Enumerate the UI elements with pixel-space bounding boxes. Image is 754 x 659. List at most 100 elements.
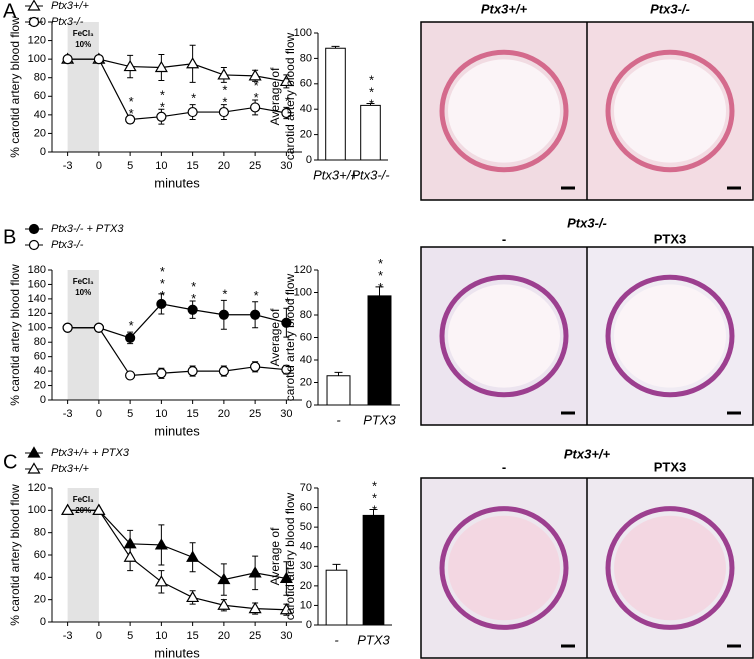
bar [325, 47, 346, 161]
annotation: 10% [75, 288, 91, 297]
vessel-wall [439, 274, 569, 398]
marker [28, 223, 40, 235]
series-line [67, 509, 287, 611]
series-line [67, 303, 287, 339]
vessel-wall [605, 506, 735, 630]
vessel-wall [605, 274, 735, 398]
marker [186, 550, 200, 562]
marker [125, 332, 136, 343]
marker [248, 566, 262, 578]
marker [248, 601, 262, 614]
marker [250, 102, 261, 113]
y-tick-label: 0 [40, 394, 46, 406]
x-tick-label: 10 [155, 408, 167, 420]
significance: * [280, 294, 295, 306]
vessel-wall [439, 506, 569, 630]
y-tick-label: 160 [28, 278, 46, 290]
vessel-wall [605, 49, 735, 173]
y-tick-label: 40 [300, 354, 312, 366]
y-tick-label: 60 [34, 549, 46, 561]
marker [187, 106, 198, 118]
legend-label: Ptx3-/- + PTX3 [51, 223, 124, 235]
error-bar [375, 286, 384, 296]
y-axis-label: % carotid artery blood flow [8, 484, 22, 626]
y-tick-label: 30 [300, 560, 312, 572]
marker [218, 366, 229, 377]
y-tick-label: 60 [34, 90, 46, 102]
x-tick-label: 20 [218, 630, 230, 642]
y-tick-label: 0 [306, 399, 312, 411]
annotation: FeCl₃ [73, 29, 94, 38]
marker [187, 304, 198, 315]
annotation: FeCl₃ [73, 495, 94, 504]
legend-label: Ptx3-/- [51, 16, 84, 28]
marker [217, 598, 231, 610]
y-tick-label: 140 [28, 293, 46, 305]
y-tick-label: 20 [34, 379, 46, 391]
significance: *** [367, 479, 382, 515]
x-tick-label: 5 [127, 408, 133, 420]
y-tick-label: 20 [300, 376, 312, 388]
y-tick-label: 100 [294, 286, 312, 298]
error-bar [332, 563, 341, 571]
marker [279, 74, 293, 87]
y-tick-label: 0 [306, 619, 312, 631]
marker [62, 54, 73, 65]
y-tick-label: 80 [34, 527, 46, 539]
y-axis-label: % carotid artery blood flow [8, 264, 22, 406]
marker [250, 361, 261, 372]
bar [367, 295, 392, 406]
y-tick-label: 40 [34, 571, 46, 583]
marker [279, 571, 293, 584]
marker [93, 54, 104, 65]
legend-label: Ptx3+/+ [51, 463, 89, 475]
vessel-lumen [614, 515, 726, 621]
marker [218, 309, 229, 320]
x-tick-label: -3 [63, 408, 73, 420]
legend-label: Ptx3+/+ [51, 0, 89, 12]
series-line [67, 58, 287, 121]
marker [281, 107, 292, 119]
y-tick-label: 100 [28, 53, 46, 65]
y-tick-label: 60 [300, 501, 312, 513]
significance: ** [155, 87, 170, 111]
marker [186, 57, 200, 69]
y-axis-label: Average of [268, 308, 282, 366]
y-axis-label: carotid artery blood flow [283, 32, 297, 160]
error-bar [334, 371, 343, 376]
x-axis-label: minutes [154, 645, 200, 659]
y-tick-label: 50 [300, 521, 312, 533]
annotation: 10% [75, 40, 91, 49]
x-tick-label: 25 [249, 408, 261, 420]
x-tick-label: - [336, 412, 341, 427]
legend-label: Ptx3-/- [51, 239, 84, 251]
x-tick-label: 0 [96, 408, 102, 420]
marker [154, 60, 168, 73]
marker [28, 16, 40, 28]
marker [156, 111, 167, 122]
x-tick-label: 15 [187, 408, 199, 420]
marker [154, 575, 168, 587]
marker [93, 322, 104, 333]
x-axis-label: minutes [154, 175, 200, 190]
marker [92, 503, 106, 515]
x-tick-label: 25 [249, 160, 261, 172]
y-tick-label: 120 [28, 482, 46, 494]
image-label: - [502, 231, 506, 246]
x-tick-label: 30 [280, 408, 292, 420]
y-tick-label: 100 [28, 322, 46, 334]
marker [217, 572, 231, 585]
image-label: Ptx3+/+ [481, 1, 528, 16]
x-tick-label: 15 [187, 630, 199, 642]
image-label: - [502, 459, 506, 474]
vessel-lumen [448, 59, 560, 163]
series-line [67, 327, 287, 377]
x-tick-label: 20 [218, 160, 230, 172]
marker [281, 364, 292, 375]
marker [28, 239, 40, 251]
marker [123, 550, 137, 562]
x-tick-label: -3 [63, 160, 73, 172]
x-tick-label: - [334, 632, 339, 647]
y-tick-label: 80 [34, 72, 46, 84]
series-line [67, 58, 287, 83]
